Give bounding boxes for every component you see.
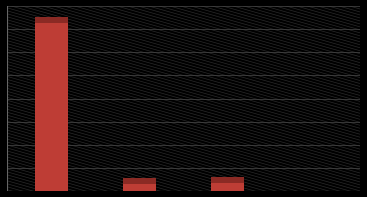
Bar (123, 178, 156, 184)
Bar (123, 184, 156, 191)
Bar (211, 183, 244, 191)
Bar (34, 17, 68, 23)
Bar (211, 177, 244, 183)
Bar (34, 23, 68, 191)
